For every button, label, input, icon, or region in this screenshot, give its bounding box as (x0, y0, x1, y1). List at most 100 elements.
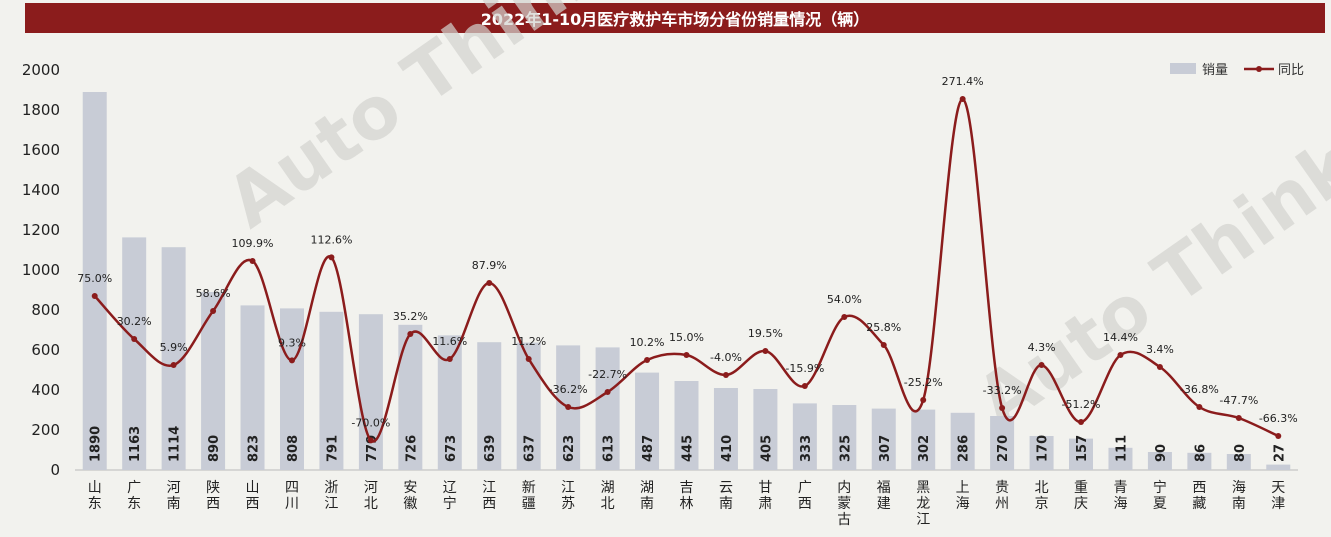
y-tick-label: 200 (31, 421, 60, 439)
line-point (1196, 404, 1203, 410)
bar-value-label: 808 (286, 435, 301, 462)
line-point-label: 35.2% (393, 310, 428, 323)
y-tick-label: 1600 (22, 141, 60, 159)
bar-value-label: 445 (681, 435, 696, 462)
bar-value-label: 639 (483, 435, 498, 462)
line-point-label: -22.7% (588, 368, 627, 381)
x-tick-label: 河南 (167, 480, 181, 512)
x-tick-label: 陕西 (206, 480, 220, 512)
legend-label: 同比 (1278, 63, 1304, 78)
line-point-label: 30.2% (117, 315, 152, 328)
bar-value-label: 325 (838, 435, 853, 462)
line-point (722, 372, 729, 378)
x-tick-label: 宁夏 (1153, 479, 1167, 512)
line-point-label: 4.3% (1028, 341, 1056, 354)
bar (1029, 436, 1054, 470)
x-tick-label: 吉林 (680, 480, 694, 512)
line-point-label: 75.0% (77, 272, 112, 285)
line-point (288, 357, 295, 364)
line-point-label: 58.6% (196, 287, 231, 300)
x-tick-label: 安徽 (403, 480, 417, 512)
line-point (1156, 364, 1163, 370)
x-tick-label: 上海 (956, 480, 970, 512)
bar (674, 381, 699, 470)
bar (911, 409, 936, 470)
line-point-label: 109.9% (232, 237, 274, 250)
line-point-label: 87.9% (472, 259, 507, 272)
y-tick-label: 1200 (22, 221, 60, 239)
y-tick-label: 600 (31, 341, 60, 359)
bar (713, 388, 738, 470)
bar (358, 314, 383, 470)
line-point-label: 54.0% (827, 293, 862, 306)
line-point (1078, 419, 1085, 425)
bar (832, 405, 857, 470)
bar (635, 372, 660, 470)
bar (1266, 464, 1291, 470)
line-point (999, 405, 1006, 411)
line-point (525, 356, 532, 362)
bar (477, 342, 502, 470)
line-point-label: 10.2% (630, 336, 665, 349)
bar-value-label: 613 (602, 435, 617, 462)
chart-title: 2022年1-10月医疗救护车市场分省份销量情况（辆） (25, 3, 1325, 33)
bar-value-label: 791 (325, 435, 340, 462)
line-point (644, 357, 651, 363)
y-tick-label: 2000 (22, 61, 60, 79)
y-tick-label: 0 (50, 461, 60, 479)
line-point (1235, 415, 1242, 421)
line-point (170, 362, 177, 368)
bar (319, 311, 344, 470)
line-point-label: 9.3% (278, 336, 306, 349)
line-point (762, 348, 769, 354)
bar-series: 1890山东1163广东1114河南890陕西823山西808四川791浙江77… (82, 92, 1291, 528)
bar (516, 342, 541, 470)
x-tick-label: 黑龙江 (916, 480, 930, 528)
watermark-text: Auto Thinker (212, 0, 689, 244)
line-point-label: -47.7% (1219, 394, 1258, 407)
line-point-label: -36.8% (1180, 383, 1219, 396)
line-point (801, 383, 808, 389)
bar-value-label: 1163 (128, 426, 143, 462)
bar (950, 412, 975, 470)
line-point-label: 15.0% (669, 331, 704, 344)
bar-value-label: 270 (996, 435, 1011, 462)
bar (1226, 454, 1251, 470)
line-series: 75.0% 30.2% 5.9% 58.6% 109.9% 9.3% 112.6% -70.0… (77, 75, 1298, 444)
line-point (880, 342, 887, 348)
line-point-label: 11.6% (432, 335, 467, 348)
y-tick-label: 800 (31, 301, 60, 319)
line-point (959, 96, 966, 102)
x-tick-label: 天津 (1271, 480, 1285, 512)
x-tick-label: 重庆 (1074, 480, 1088, 512)
bar (871, 408, 896, 470)
line-point-label: -15.9% (785, 362, 824, 375)
bar-value-label: 157 (1075, 435, 1090, 462)
x-tick-label: 广西 (798, 480, 812, 512)
x-tick-label: 内蒙古 (837, 480, 851, 528)
bar (1069, 438, 1094, 470)
line-point (683, 352, 690, 358)
y-tick-label: 400 (31, 381, 60, 399)
line-point (446, 356, 453, 362)
x-tick-label: 江西 (482, 480, 496, 512)
line-point-label: 14.4% (1103, 331, 1138, 344)
bar (82, 92, 107, 470)
y-tick-label: 1000 (22, 261, 60, 279)
bar (792, 403, 817, 470)
x-tick-label: 广东 (127, 480, 141, 512)
bar (122, 237, 147, 470)
bar-value-label: 302 (917, 435, 932, 462)
bar (753, 389, 778, 470)
x-tick-label: 四川 (285, 480, 299, 512)
bar-value-label: 637 (523, 435, 538, 462)
line-point (604, 389, 611, 395)
bar-value-label: 726 (404, 435, 419, 462)
bar (1108, 447, 1133, 470)
bar-value-label: 487 (641, 435, 656, 462)
bar (279, 308, 304, 470)
line-point (131, 336, 138, 342)
x-tick-label: 海南 (1232, 480, 1246, 512)
line-point-label: 25.8% (866, 321, 901, 334)
